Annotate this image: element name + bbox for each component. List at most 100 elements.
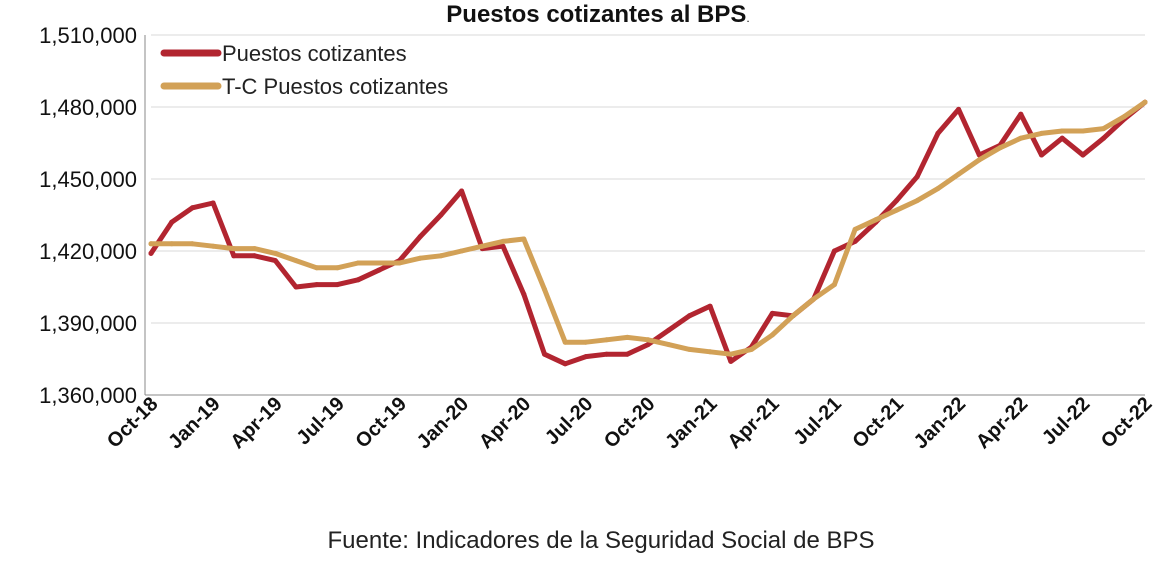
data-point-t-c-puestos-cotizantes bbox=[914, 198, 920, 204]
data-point-puestos-cotizantes bbox=[831, 248, 837, 254]
data-point-t-c-puestos-cotizantes bbox=[148, 241, 154, 247]
data-point-t-c-puestos-cotizantes bbox=[314, 265, 320, 271]
data-point-puestos-cotizantes bbox=[935, 130, 941, 136]
data-point-t-c-puestos-cotizantes bbox=[438, 253, 444, 259]
data-point-t-c-puestos-cotizantes bbox=[686, 346, 692, 352]
data-point-puestos-cotizantes bbox=[852, 238, 858, 244]
y-tick-labels: 1,360,000 1,390,000 1,420,000 1,450,000 1,48… bbox=[39, 23, 137, 408]
data-point-puestos-cotizantes bbox=[210, 200, 216, 206]
data-point-t-c-puestos-cotizantes bbox=[790, 313, 796, 319]
x-tick-label: Apr-20 bbox=[475, 393, 535, 453]
x-tick-label: Jul-21 bbox=[789, 393, 845, 449]
x-tick-label: Jul-22 bbox=[1038, 393, 1094, 449]
data-point-t-c-puestos-cotizantes bbox=[210, 243, 216, 249]
data-point-puestos-cotizantes bbox=[542, 351, 547, 357]
data-point-t-c-puestos-cotizantes bbox=[852, 226, 858, 232]
data-point-puestos-cotizantes bbox=[293, 284, 299, 290]
data-point-t-c-puestos-cotizantes bbox=[500, 238, 506, 244]
data-point-puestos-cotizantes bbox=[169, 219, 175, 225]
axes bbox=[144, 35, 1145, 396]
data-point-t-c-puestos-cotizantes bbox=[976, 157, 982, 163]
data-point-t-c-puestos-cotizantes bbox=[666, 342, 672, 348]
data-point-t-c-puestos-cotizantes bbox=[811, 296, 817, 302]
x-tick-label: Jan-22 bbox=[910, 393, 970, 453]
x-tick-label: Oct-19 bbox=[351, 393, 411, 453]
chart-title: Puestos cotizantes al BPS. bbox=[446, 1, 749, 28]
y-tick-label: 1,360,000 bbox=[39, 383, 137, 408]
data-point-puestos-cotizantes bbox=[624, 351, 630, 357]
legend-label-tc-puestos-cotizantes: T-C Puestos cotizantes bbox=[222, 74, 448, 99]
data-point-puestos-cotizantes bbox=[189, 205, 195, 211]
data-point-t-c-puestos-cotizantes bbox=[293, 258, 299, 264]
data-point-puestos-cotizantes bbox=[1059, 135, 1065, 141]
data-point-puestos-cotizantes bbox=[562, 361, 568, 367]
data-point-puestos-cotizantes bbox=[459, 188, 465, 194]
y-tick-label: 1,450,000 bbox=[39, 167, 137, 192]
data-point-t-c-puestos-cotizantes bbox=[583, 339, 589, 345]
data-point-puestos-cotizantes bbox=[1039, 152, 1044, 158]
data-point-t-c-puestos-cotizantes bbox=[604, 337, 610, 343]
data-point-t-c-puestos-cotizantes bbox=[935, 186, 941, 192]
data-point-puestos-cotizantes bbox=[666, 327, 672, 333]
data-point-t-c-puestos-cotizantes bbox=[376, 260, 382, 266]
gridlines bbox=[151, 34, 1145, 324]
x-tick-label: Jan-19 bbox=[164, 393, 224, 453]
data-point-puestos-cotizantes bbox=[231, 253, 237, 259]
data-point-puestos-cotizantes bbox=[728, 358, 734, 364]
data-point-t-c-puestos-cotizantes bbox=[749, 346, 754, 352]
y-tick-label: 1,510,000 bbox=[39, 23, 137, 48]
data-point-puestos-cotizantes bbox=[686, 313, 692, 319]
data-point-puestos-cotizantes bbox=[438, 212, 444, 218]
data-point-t-c-puestos-cotizantes bbox=[1121, 114, 1127, 120]
data-point-puestos-cotizantes bbox=[645, 342, 651, 348]
data-point-puestos-cotizantes bbox=[1080, 152, 1086, 158]
data-point-t-c-puestos-cotizantes bbox=[769, 332, 775, 338]
data-point-t-c-puestos-cotizantes bbox=[894, 207, 899, 213]
x-tick-label: Apr-21 bbox=[723, 393, 783, 453]
data-point-t-c-puestos-cotizantes bbox=[479, 243, 485, 249]
data-point-puestos-cotizantes bbox=[252, 253, 257, 259]
data-point-puestos-cotizantes bbox=[148, 250, 154, 256]
x-tick-labels: Oct-18 Jan-19 Apr-19 Jul-19 Oct-19 Jan-20 Apr-… bbox=[103, 393, 1157, 453]
series-lines bbox=[148, 99, 1148, 367]
data-point-t-c-puestos-cotizantes bbox=[417, 255, 423, 261]
source-note: Fuente: Indicadores de la Seguridad Soci… bbox=[327, 527, 874, 554]
data-point-t-c-puestos-cotizantes bbox=[707, 349, 713, 355]
series-line-t-c-puestos-cotizantes bbox=[148, 99, 1148, 357]
x-tick-label: Jan-21 bbox=[661, 393, 721, 453]
data-point-t-c-puestos-cotizantes bbox=[997, 145, 1003, 151]
series-line-puestos-cotizantes bbox=[148, 99, 1148, 367]
data-point-t-c-puestos-cotizantes bbox=[1142, 99, 1148, 105]
data-point-t-c-puestos-cotizantes bbox=[169, 241, 175, 247]
data-point-t-c-puestos-cotizantes bbox=[1101, 126, 1107, 132]
data-point-puestos-cotizantes bbox=[521, 291, 527, 297]
x-tick-label: Oct-20 bbox=[600, 393, 660, 453]
legend: Puestos cotizantes T-C Puestos cotizante… bbox=[160, 41, 448, 99]
data-point-t-c-puestos-cotizantes bbox=[624, 334, 630, 340]
data-point-puestos-cotizantes bbox=[1018, 111, 1024, 117]
data-point-puestos-cotizantes bbox=[707, 303, 713, 309]
data-point-t-c-puestos-cotizantes bbox=[542, 286, 547, 292]
data-point-t-c-puestos-cotizantes bbox=[1018, 135, 1024, 141]
data-point-t-c-puestos-cotizantes bbox=[521, 236, 527, 242]
data-point-puestos-cotizantes bbox=[334, 282, 340, 288]
data-point-t-c-puestos-cotizantes bbox=[956, 171, 962, 177]
x-tick-label: Apr-22 bbox=[972, 393, 1032, 453]
data-point-t-c-puestos-cotizantes bbox=[397, 260, 402, 266]
data-point-t-c-puestos-cotizantes bbox=[1059, 128, 1065, 134]
y-tick-label: 1,390,000 bbox=[39, 311, 137, 336]
data-point-t-c-puestos-cotizantes bbox=[355, 260, 361, 266]
data-point-t-c-puestos-cotizantes bbox=[189, 241, 195, 247]
x-tick-label: Jul-20 bbox=[541, 393, 597, 449]
data-point-t-c-puestos-cotizantes bbox=[1039, 130, 1044, 136]
data-point-t-c-puestos-cotizantes bbox=[562, 339, 568, 345]
y-tick-label: 1,480,000 bbox=[39, 95, 137, 120]
y-tick-label: 1,420,000 bbox=[39, 239, 137, 264]
data-point-t-c-puestos-cotizantes bbox=[831, 282, 837, 288]
data-point-puestos-cotizantes bbox=[314, 282, 320, 288]
x-tick-label: Apr-19 bbox=[226, 393, 286, 453]
data-point-t-c-puestos-cotizantes bbox=[459, 248, 465, 254]
x-tick-label: Oct-22 bbox=[1097, 393, 1157, 453]
data-point-t-c-puestos-cotizantes bbox=[272, 250, 278, 256]
